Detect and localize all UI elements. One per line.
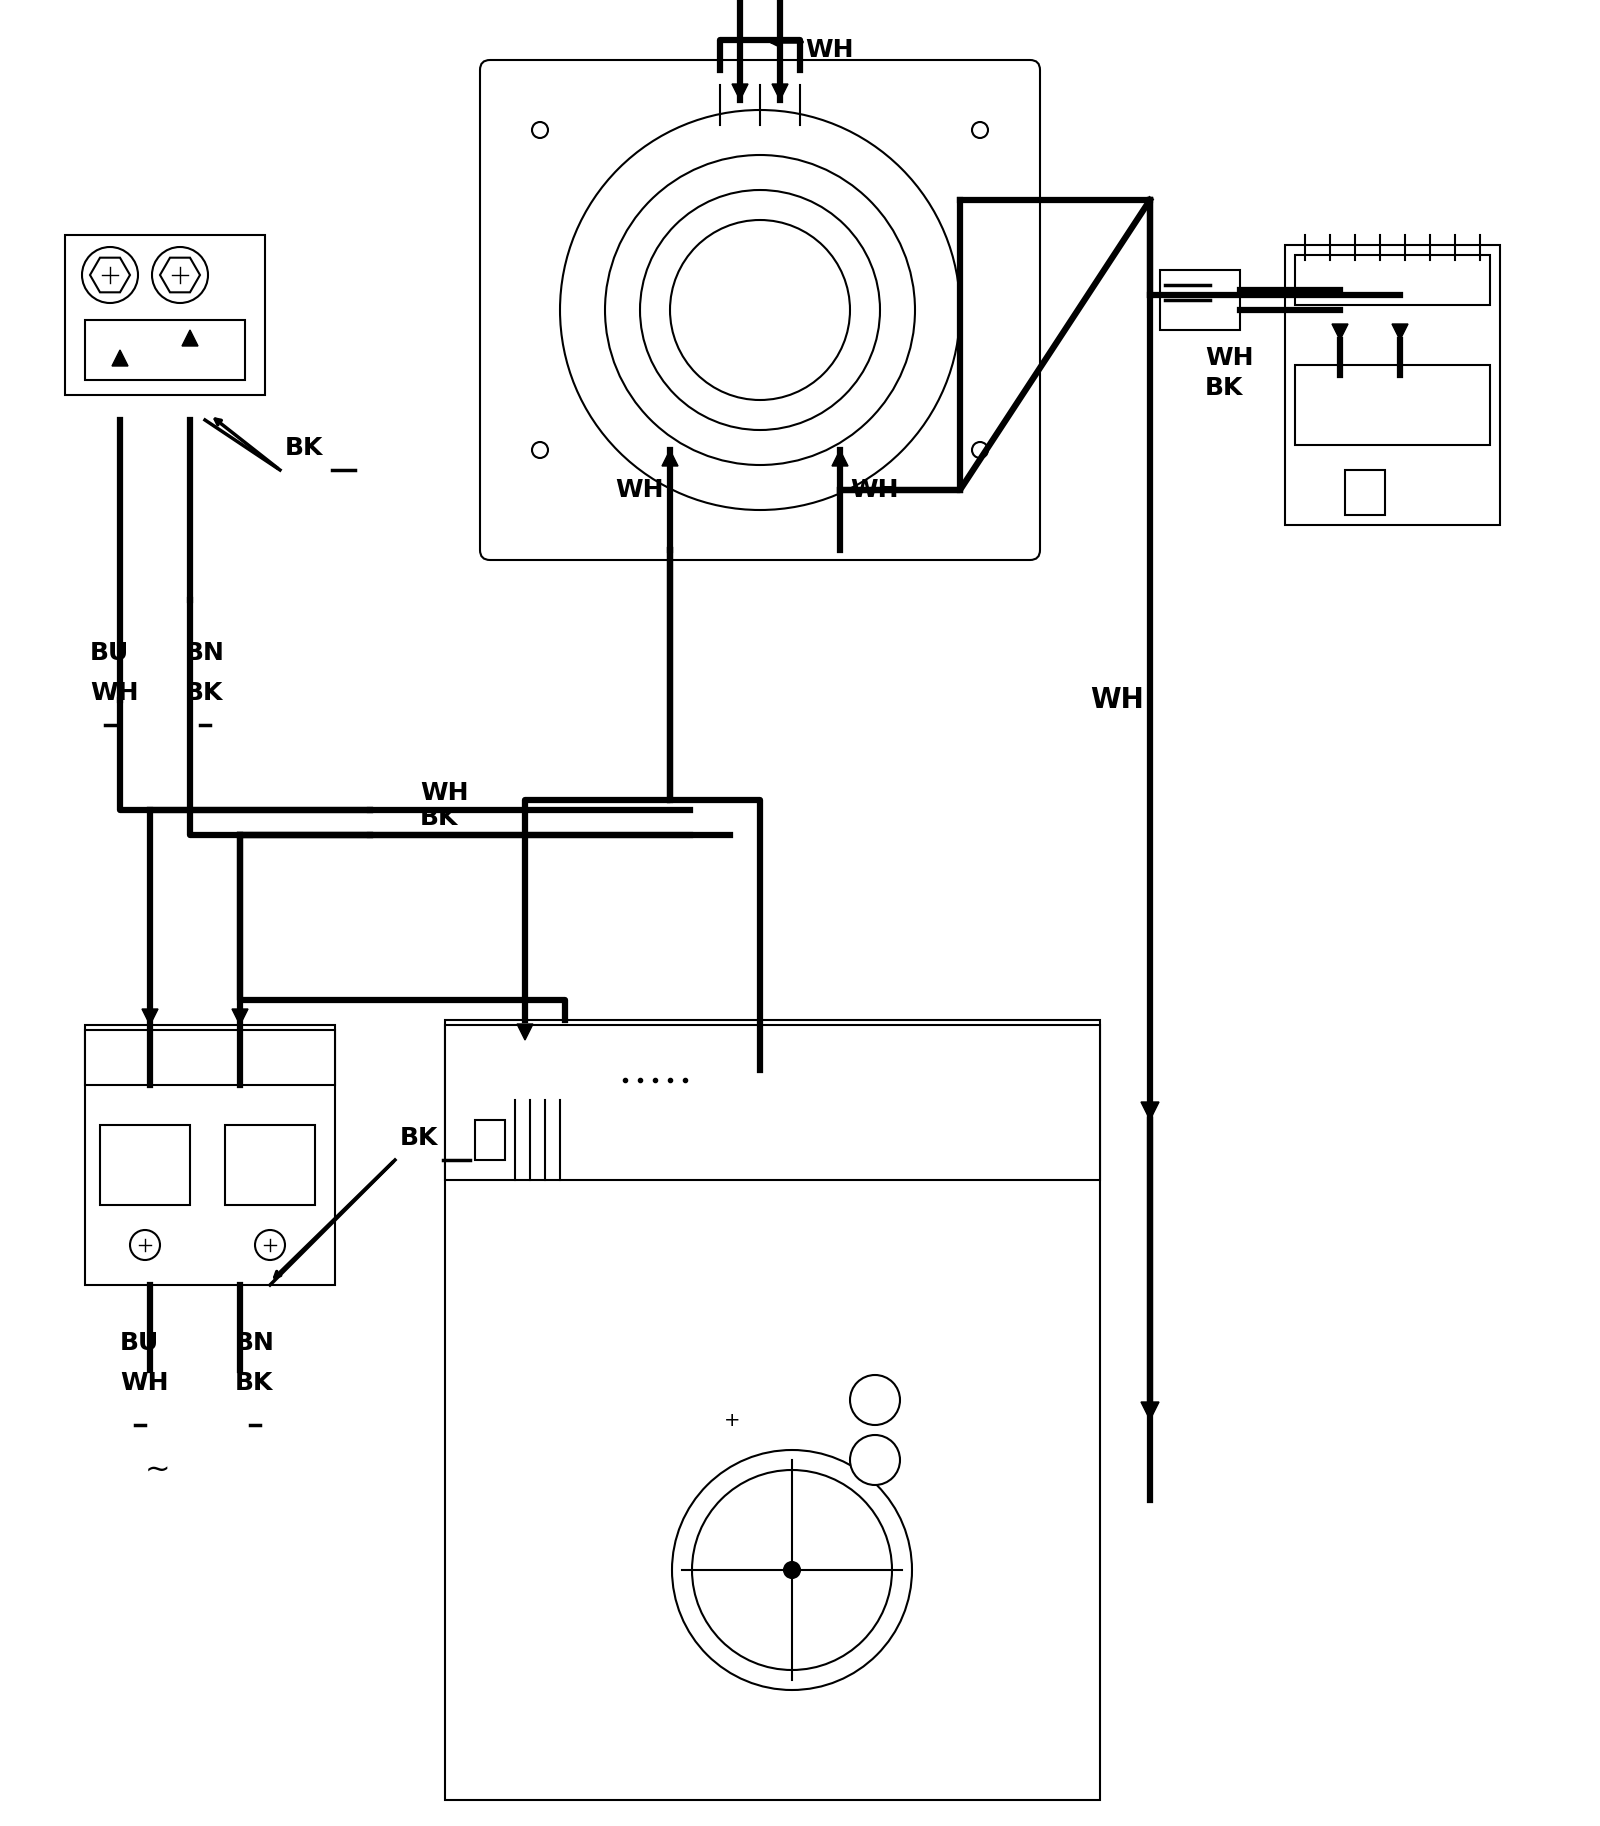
Polygon shape [90, 257, 130, 292]
Bar [1294, 365, 1490, 446]
Polygon shape [662, 449, 678, 466]
Text: BU: BU [90, 641, 130, 665]
Bar [99, 1125, 190, 1205]
Circle shape [691, 1470, 893, 1671]
Polygon shape [1331, 323, 1347, 340]
Circle shape [531, 122, 547, 139]
Text: BK: BK [235, 1371, 274, 1395]
Bar [66, 236, 266, 394]
Circle shape [254, 1231, 285, 1260]
Text: WH: WH [1205, 345, 1253, 371]
Bar [445, 1021, 1101, 1800]
Bar [85, 1030, 334, 1085]
Circle shape [670, 219, 850, 400]
Bar [445, 1024, 1101, 1180]
Polygon shape [832, 449, 848, 466]
Text: WH: WH [419, 782, 469, 805]
Polygon shape [112, 351, 128, 365]
Bar [226, 1125, 315, 1205]
FancyBboxPatch shape [480, 60, 1040, 561]
Circle shape [973, 442, 989, 458]
Bar [1285, 245, 1501, 526]
Circle shape [640, 190, 880, 429]
Text: BK: BK [1205, 376, 1243, 400]
Circle shape [850, 1375, 899, 1424]
Text: WH: WH [1090, 687, 1144, 714]
Text: WH: WH [614, 478, 664, 502]
Circle shape [531, 442, 547, 458]
Circle shape [82, 247, 138, 303]
Polygon shape [517, 1024, 533, 1041]
Text: +: + [723, 1410, 741, 1430]
Bar [1346, 469, 1386, 515]
Text: WH: WH [90, 681, 139, 705]
Polygon shape [733, 84, 749, 100]
Text: WH: WH [850, 478, 899, 502]
Bar [85, 1024, 334, 1286]
Bar [475, 1119, 506, 1160]
Polygon shape [771, 84, 787, 100]
Text: ~: ~ [146, 1455, 171, 1485]
Circle shape [152, 247, 208, 303]
Text: BK: BK [285, 436, 323, 460]
Circle shape [973, 122, 989, 139]
Circle shape [784, 1561, 800, 1578]
Text: BK: BK [419, 805, 458, 831]
Bar [1294, 256, 1490, 305]
Text: BK: BK [400, 1127, 438, 1150]
Polygon shape [160, 257, 200, 292]
Text: WH: WH [805, 38, 853, 62]
Text: BN: BN [186, 641, 226, 665]
Circle shape [672, 1450, 912, 1691]
Text: BN: BN [235, 1331, 275, 1355]
Text: BU: BU [120, 1331, 160, 1355]
Polygon shape [1141, 1402, 1158, 1421]
Text: WH: WH [120, 1371, 168, 1395]
Polygon shape [1141, 1103, 1158, 1119]
Polygon shape [142, 1010, 158, 1024]
Text: BK: BK [186, 681, 224, 705]
Circle shape [850, 1435, 899, 1485]
Circle shape [605, 155, 915, 466]
Polygon shape [232, 1010, 248, 1024]
Polygon shape [1392, 323, 1408, 340]
Polygon shape [182, 331, 198, 345]
Bar [85, 320, 245, 380]
Circle shape [130, 1231, 160, 1260]
Bar [1160, 270, 1240, 331]
